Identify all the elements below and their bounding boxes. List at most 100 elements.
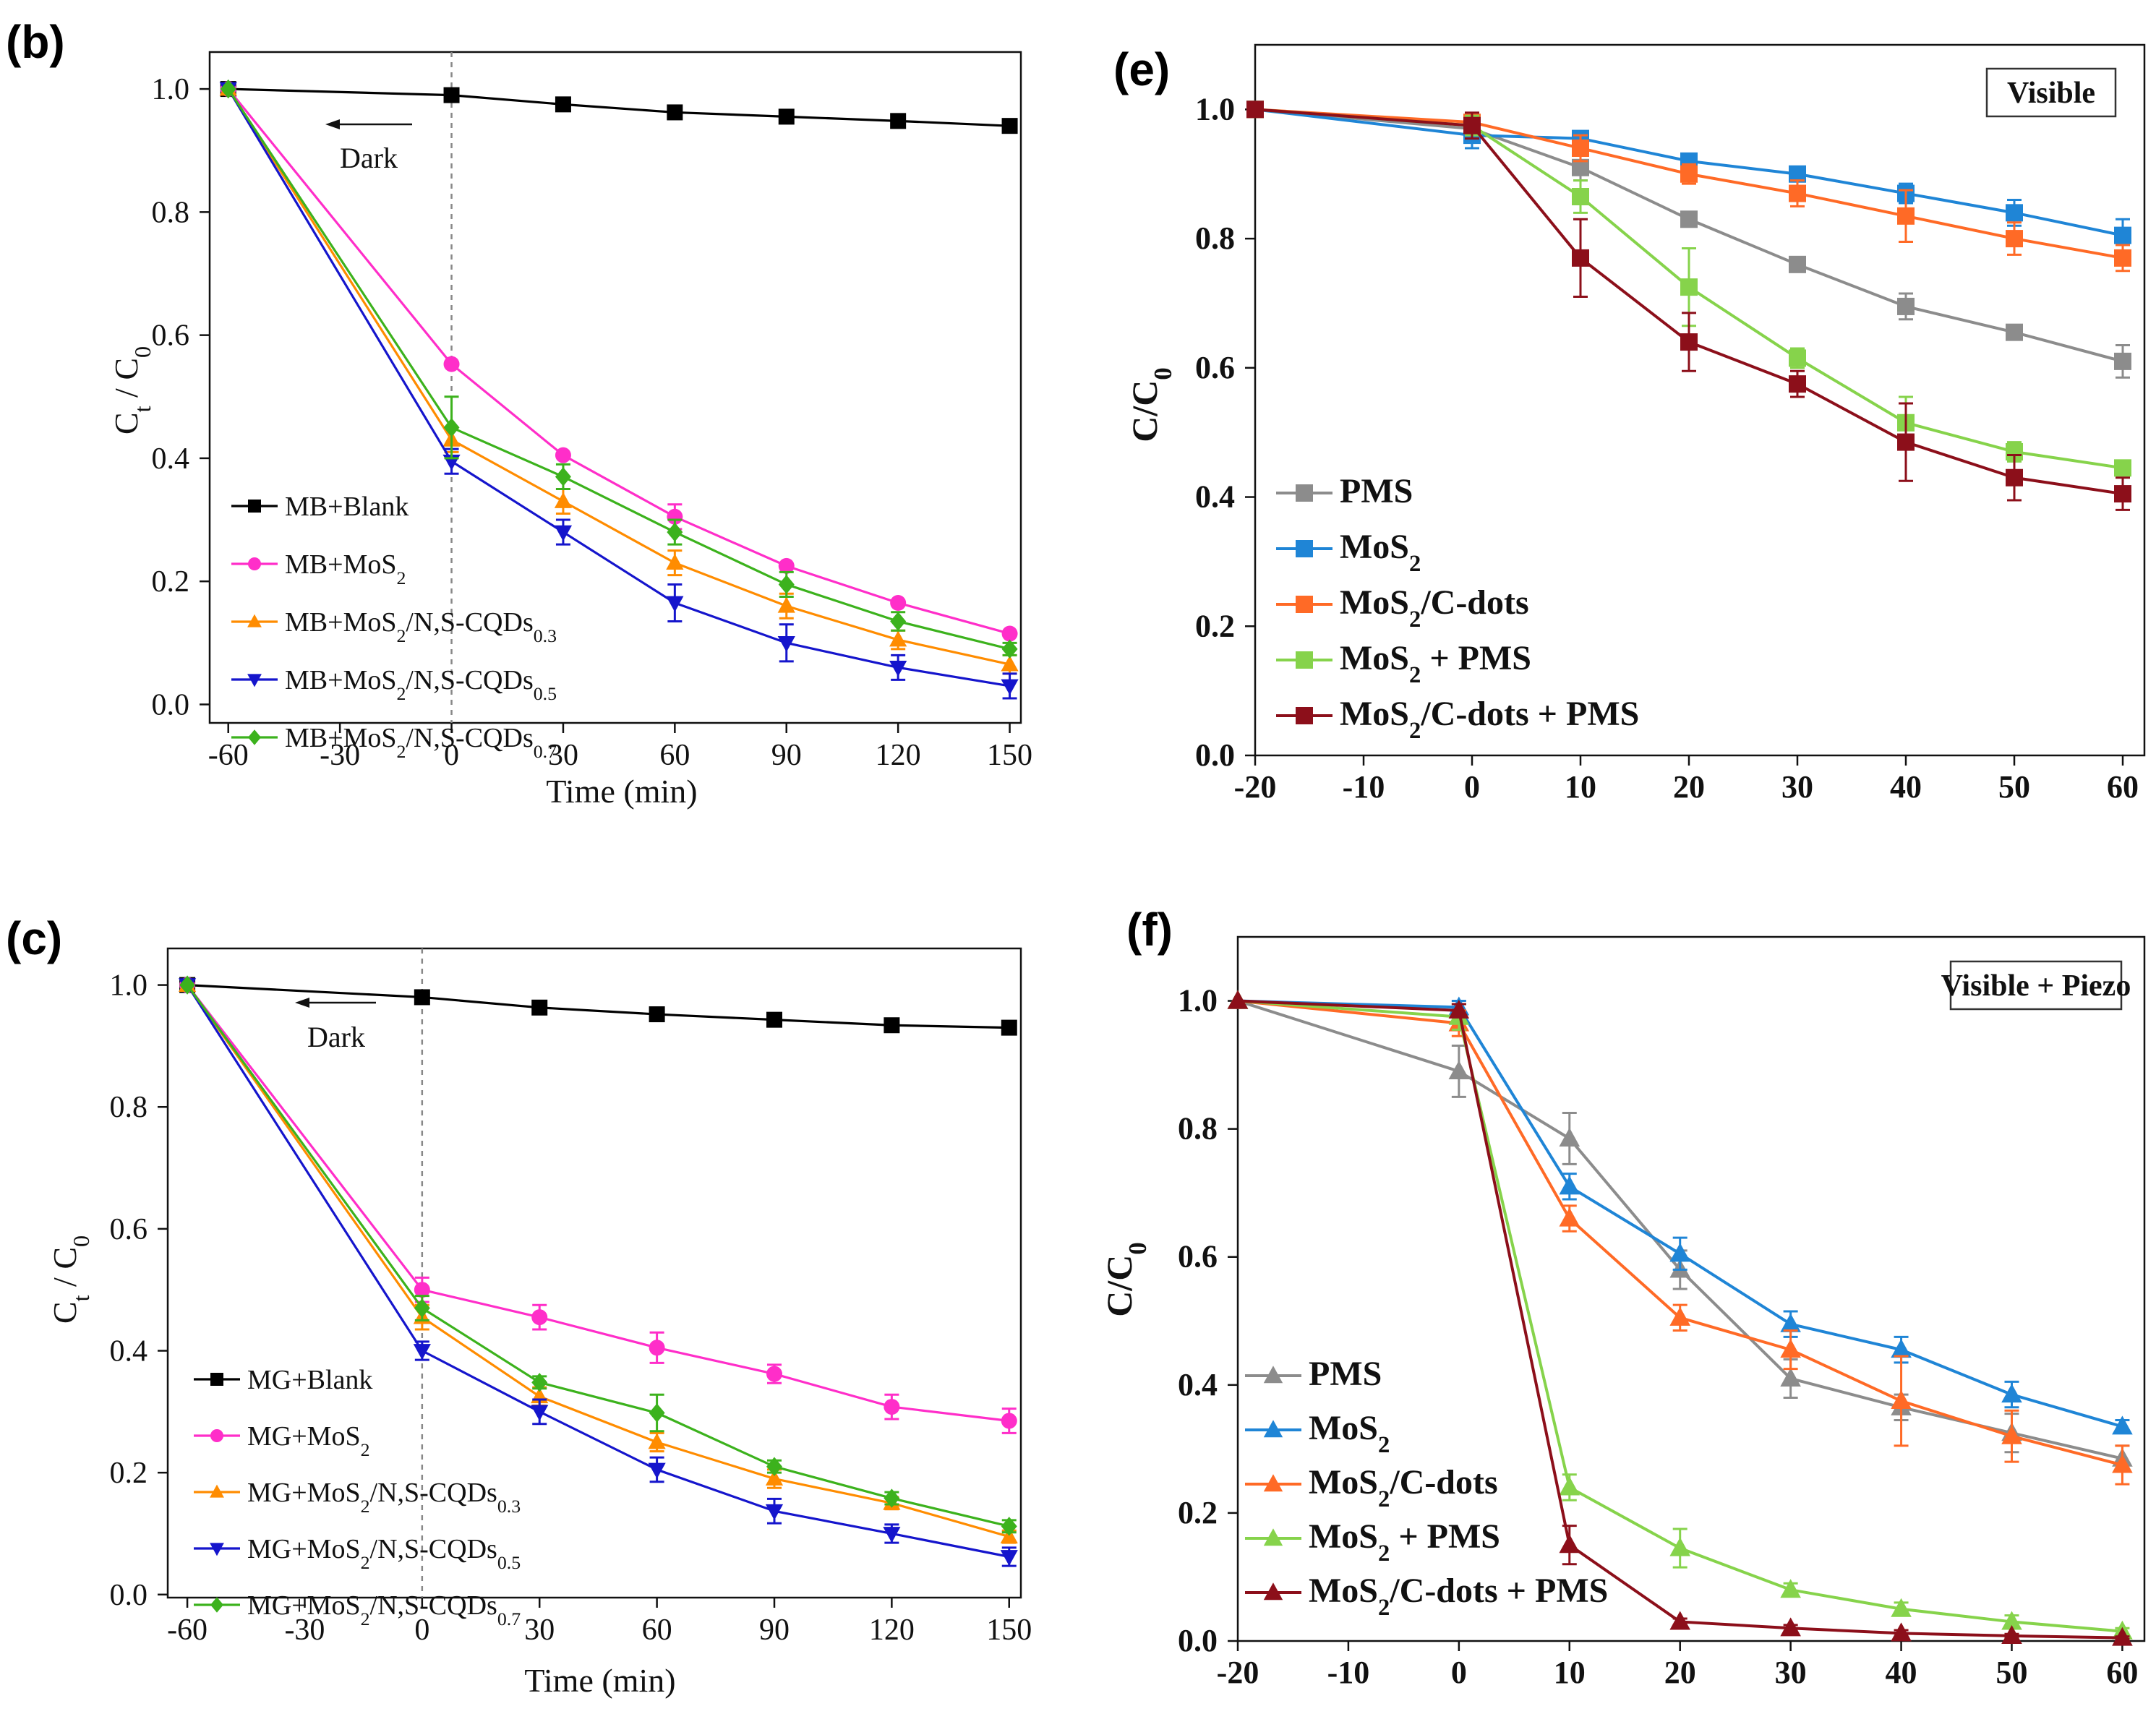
data-point [1891, 1339, 1912, 1358]
text-part: 0.3 [534, 625, 557, 646]
y-tick-label: 0.8 [110, 1091, 148, 1124]
data-point [1559, 1127, 1580, 1147]
legend-marker [210, 1484, 224, 1498]
x-tick-label: 150 [986, 1614, 1032, 1647]
data-point [1001, 1019, 1017, 1036]
series-line [1254, 108, 2123, 496]
text-part: MoS [1340, 639, 1409, 677]
x-tick-label: -10 [1327, 1655, 1370, 1690]
series-mb-blank [220, 81, 1018, 134]
text-part: / C [108, 358, 145, 406]
text-part: 2 [397, 625, 406, 646]
data-point [883, 1527, 901, 1543]
y-tick-label: 0.6 [1178, 1239, 1218, 1274]
data-point [666, 553, 684, 570]
data-point [1227, 990, 1249, 1009]
data-point [1680, 333, 1698, 351]
text-part: PMS [1340, 472, 1413, 510]
legend-marker [1296, 596, 1313, 613]
panel-letter: (e) [1113, 43, 1170, 95]
data-point [443, 87, 460, 103]
data-point [777, 596, 795, 613]
data-point [1001, 1517, 1017, 1536]
data-point [1559, 1534, 1580, 1554]
y-tick-label: 1.0 [152, 73, 190, 106]
series-line [1254, 108, 2123, 260]
legend-label: MoS2 + PMS [1309, 1517, 1500, 1567]
series-mg-mos2-n-s-cqds0-5 [178, 978, 1018, 1567]
data-point [2114, 226, 2131, 244]
data-point [766, 1011, 782, 1028]
legend-label: MG+MoS2/N,S-CQDs0.7 [247, 1590, 521, 1629]
x-tick-label: 30 [1781, 769, 1813, 805]
text-part: 2 [361, 1608, 370, 1629]
x-tick-label: 60 [659, 739, 690, 772]
text-part: MoS [1309, 1463, 1378, 1501]
legend-label: MG+MoS2/N,S-CQDs0.5 [247, 1534, 521, 1573]
x-tick-label: -60 [167, 1614, 208, 1647]
data-point [1897, 207, 1915, 225]
data-point [179, 975, 196, 995]
text-part: 2 [1409, 662, 1421, 688]
panel-letter: (b) [6, 16, 65, 68]
x-tick-label: -20 [1217, 1655, 1259, 1690]
data-point [531, 1373, 548, 1392]
x-axis-label: Time (min) [546, 773, 697, 810]
legend-marker [1263, 1366, 1283, 1384]
text-part: /N,S-CQDs [370, 1534, 497, 1564]
legend-label: MG+MoS2/N,S-CQDs0.3 [247, 1478, 521, 1517]
y-tick-label: 0.4 [1195, 479, 1235, 515]
data-point [414, 989, 430, 1006]
legend-label: PMS [1340, 472, 1413, 510]
legend-label: MB+MoS2/N,S-CQDs0.5 [285, 665, 557, 704]
text-part: 2 [1409, 551, 1421, 577]
data-point [531, 999, 548, 1016]
plot-frame [1236, 935, 2146, 1642]
data-point [1891, 1390, 1912, 1410]
data-point [1897, 433, 1915, 451]
x-axis-label: Time (min) [524, 1662, 675, 1699]
x-tick-label: 30 [1775, 1655, 1807, 1690]
data-point [554, 525, 573, 541]
series-line [1237, 999, 2123, 1640]
text-part: C [46, 1301, 83, 1324]
dark-arrow-head [295, 998, 309, 1008]
x-tick-label: -60 [208, 739, 249, 772]
y-axis-label: Ct / C0 [108, 346, 155, 434]
x-tick-label: 30 [548, 739, 578, 772]
data-point [413, 1344, 431, 1361]
legend-label: MoS2/C-dots [1340, 583, 1529, 633]
plot-frame [166, 947, 1022, 1599]
y-tick-label: 1.0 [1195, 91, 1235, 127]
data-point [666, 596, 684, 612]
data-point [1463, 116, 1481, 134]
dark-arrow-head [325, 119, 340, 129]
text-part: MoS [1340, 528, 1409, 566]
text-part: MB+MoS [285, 665, 397, 695]
data-point [1000, 1550, 1018, 1567]
data-point [1559, 1175, 1580, 1195]
text-part: MoS [1309, 1517, 1378, 1556]
legend-label: MG+MoS2 [247, 1421, 370, 1460]
data-point [2006, 204, 2023, 222]
data-point [777, 635, 795, 652]
y-tick-label: 0.8 [1178, 1111, 1218, 1147]
text-part: 2 [1378, 1432, 1390, 1458]
data-point [220, 79, 236, 99]
legend-marker [1296, 484, 1313, 502]
data-point [2114, 459, 2131, 477]
data-point [1789, 349, 1806, 367]
text-part: MoS [1340, 583, 1409, 622]
legend-marker [1263, 1474, 1283, 1492]
y-tick-label: 0.2 [152, 565, 190, 599]
data-point [649, 1340, 665, 1356]
legend-marker [210, 1429, 223, 1442]
legend-marker [247, 614, 262, 627]
x-tick-label: 50 [1998, 769, 2030, 805]
data-point [884, 1017, 900, 1034]
x-tick-label: 90 [771, 739, 802, 772]
x-tick-label: 60 [2107, 769, 2139, 805]
series-mg-mos2-n-s-cqds0-7 [179, 975, 1017, 1536]
plot-frame [208, 51, 1022, 724]
data-point [1897, 297, 1915, 315]
